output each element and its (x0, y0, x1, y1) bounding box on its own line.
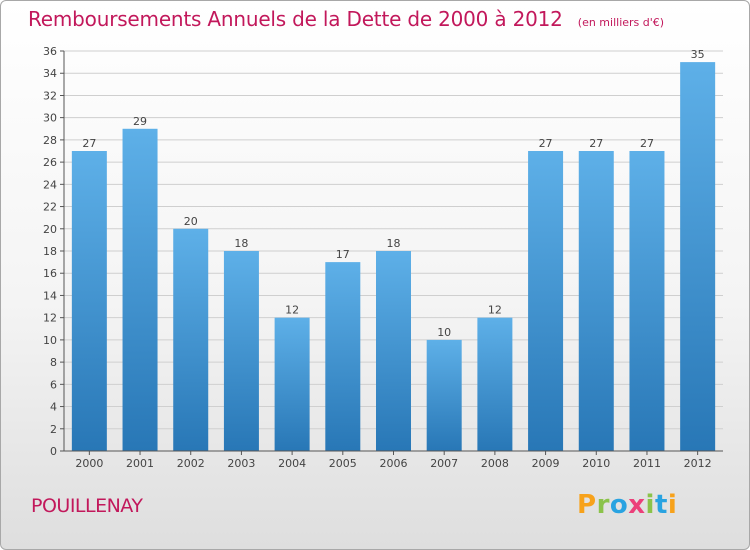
data-label: 35 (691, 48, 705, 61)
data-label: 29 (133, 115, 147, 128)
y-tick-label: 16 (43, 267, 57, 280)
x-tick-label: 2002 (177, 457, 205, 470)
proxiti-logo: Proxiti (577, 490, 677, 520)
y-tick-label: 2 (50, 423, 57, 436)
y-tick-label: 34 (43, 67, 57, 80)
x-tick-label: 2006 (380, 457, 408, 470)
y-tick-label: 26 (43, 156, 57, 169)
data-label: 12 (285, 304, 299, 317)
y-tick-label: 36 (43, 45, 57, 58)
y-tick-label: 12 (43, 312, 57, 325)
data-label: 10 (437, 326, 451, 339)
bar (578, 151, 614, 451)
y-tick-label: 24 (43, 178, 57, 191)
bar (223, 251, 259, 451)
y-tick-label: 30 (43, 112, 57, 125)
data-label: 27 (82, 137, 96, 150)
x-tick-label: 2003 (227, 457, 255, 470)
bar (477, 317, 513, 451)
x-tick-label: 2001 (126, 457, 154, 470)
y-tick-label: 4 (50, 401, 57, 414)
title-line: Remboursements Annuels de la Dette de 20… (28, 7, 664, 31)
x-tick-label: 2004 (278, 457, 306, 470)
axes (60, 50, 723, 455)
bar (71, 151, 107, 451)
chart-unit: (en milliers d'€) (577, 16, 665, 29)
bar (173, 228, 209, 451)
bar (376, 251, 411, 451)
x-tick-label: 2010 (582, 457, 610, 470)
commune-name: POUILLENAY (31, 495, 143, 517)
logo-letter: i (667, 490, 678, 520)
x-tick-label: 2012 (684, 457, 712, 470)
bar (274, 317, 310, 451)
y-tick-label: 32 (43, 89, 57, 102)
logo-letter: P (577, 490, 597, 520)
labels: 0246810121416182022242628303234362720002… (43, 45, 712, 470)
y-tick-label: 18 (43, 245, 57, 258)
y-tick-label: 28 (43, 134, 57, 147)
x-tick-label: 2007 (430, 457, 458, 470)
bars (71, 62, 716, 451)
y-tick-label: 22 (43, 201, 57, 214)
data-label: 27 (640, 137, 654, 150)
logo-letter: r (596, 490, 610, 520)
x-tick-label: 2005 (329, 457, 357, 470)
y-tick-label: 0 (50, 445, 57, 458)
data-label: 27 (589, 137, 603, 150)
data-label: 12 (488, 304, 502, 317)
y-tick-label: 20 (43, 223, 57, 236)
bar (426, 339, 462, 451)
bar (528, 151, 564, 451)
bar (325, 262, 361, 451)
y-tick-label: 6 (50, 378, 57, 391)
logo-letter: i (645, 490, 655, 520)
x-tick-label: 2000 (75, 457, 103, 470)
chart-title: Remboursements Annuels de la Dette de 20… (28, 7, 563, 31)
data-label: 27 (539, 137, 553, 150)
logo-letter: t (654, 490, 668, 520)
y-tick-label: 8 (50, 356, 57, 369)
bar (629, 151, 665, 451)
data-label: 18 (234, 237, 248, 250)
x-tick-label: 2008 (481, 457, 509, 470)
data-label: 17 (336, 248, 350, 261)
logo-letter: x (628, 490, 646, 520)
data-label: 18 (387, 237, 401, 250)
y-tick-label: 14 (43, 289, 57, 302)
x-tick-label: 2009 (532, 457, 560, 470)
y-tick-label: 10 (43, 334, 57, 347)
data-label: 20 (184, 215, 198, 228)
bar (122, 128, 158, 451)
bar (680, 62, 716, 451)
x-tick-label: 2011 (633, 457, 661, 470)
logo-letter: o (609, 490, 629, 520)
